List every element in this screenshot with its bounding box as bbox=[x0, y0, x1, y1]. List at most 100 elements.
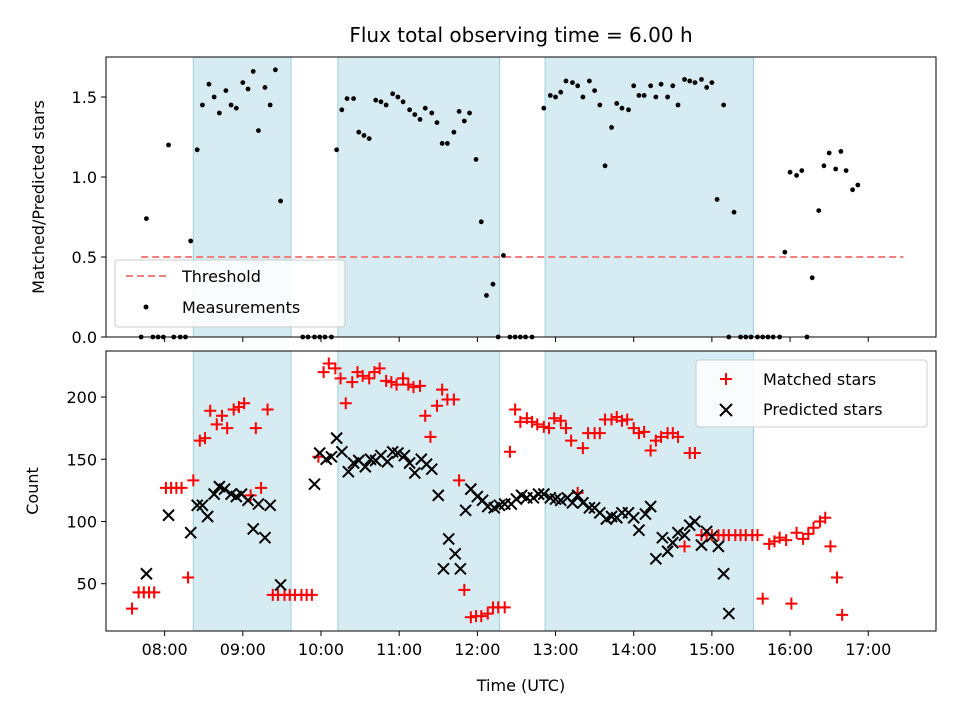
matched-star-point bbox=[458, 583, 471, 596]
matched-star-point bbox=[802, 527, 815, 540]
matched-star-point bbox=[430, 399, 443, 412]
measurement-point bbox=[826, 150, 832, 156]
matched-star-point bbox=[390, 378, 403, 391]
measurement-point bbox=[444, 141, 450, 146]
matched-star-point bbox=[373, 362, 386, 375]
top-legend: Threshold Measurements bbox=[114, 259, 346, 328]
measurement-point bbox=[553, 94, 558, 100]
predicted-star-point bbox=[576, 496, 590, 510]
measurement-point bbox=[383, 102, 389, 108]
matched-star-point bbox=[317, 366, 330, 379]
measurement-point bbox=[206, 81, 212, 87]
matched-star-point bbox=[407, 381, 420, 394]
predicted-star-point bbox=[201, 510, 214, 523]
matched-star-point bbox=[402, 378, 415, 391]
matched-star-point bbox=[531, 418, 544, 431]
matched-star-point bbox=[193, 434, 206, 447]
matched-star-point bbox=[182, 571, 195, 584]
matched-star-point bbox=[503, 445, 516, 458]
matched-star-point bbox=[199, 432, 212, 445]
matched-star-point bbox=[305, 588, 318, 601]
predicted-star-point bbox=[705, 530, 719, 543]
measurement-point bbox=[361, 133, 367, 138]
legend-measurements-label: Measurements bbox=[182, 298, 300, 317]
measurement-point bbox=[602, 163, 608, 169]
measurement-point bbox=[501, 253, 506, 258]
measurement-point bbox=[267, 102, 273, 108]
matched-star-point bbox=[464, 611, 477, 624]
measurement-point bbox=[339, 107, 345, 113]
measurement-point bbox=[714, 197, 720, 202]
matched-star-point bbox=[615, 414, 628, 427]
measurement-point bbox=[351, 96, 356, 101]
top-y-tick-label: 0.5 bbox=[72, 248, 97, 267]
matched-star-point bbox=[509, 403, 522, 416]
matched-star-point bbox=[380, 374, 393, 387]
measurement-point bbox=[850, 187, 856, 193]
predicted-star-point bbox=[391, 446, 405, 460]
measurement-point bbox=[407, 107, 412, 113]
measurement-point bbox=[256, 128, 261, 134]
matched-star-point bbox=[187, 474, 200, 487]
measurement-point bbox=[658, 81, 664, 87]
predicted-star-point bbox=[274, 578, 287, 592]
legend-predicted-swatch bbox=[719, 403, 733, 417]
x-tick-label: 14:00 bbox=[611, 640, 657, 659]
bottom-legend: Matched stars Predicted stars bbox=[695, 359, 928, 428]
matched-star-point bbox=[210, 418, 223, 431]
measurement-point bbox=[228, 102, 234, 108]
predicted-star-point bbox=[252, 497, 265, 511]
x-tick-label: 11:00 bbox=[376, 640, 422, 659]
predicted-star-point bbox=[459, 504, 472, 517]
measurement-point bbox=[619, 105, 625, 111]
predicted-star-point bbox=[688, 515, 702, 528]
predicted-star-point bbox=[191, 499, 204, 512]
matched-star-point bbox=[126, 602, 139, 615]
matched-star-point bbox=[559, 422, 572, 435]
measurement-point bbox=[547, 93, 553, 98]
matched-star-point bbox=[481, 607, 494, 620]
predicted-star-point bbox=[683, 519, 696, 532]
predicted-star-point bbox=[554, 494, 567, 507]
matched-star-point bbox=[543, 422, 556, 435]
matched-star-point bbox=[148, 586, 161, 599]
chart-title: Flux total observing time = 6.00 h bbox=[349, 23, 692, 47]
measurement-point bbox=[240, 80, 246, 85]
measurement-point bbox=[838, 149, 844, 154]
measurement-point bbox=[395, 94, 401, 100]
predicted-star-point bbox=[437, 562, 450, 575]
x-tick-label: 17:00 bbox=[845, 640, 891, 659]
bottom-legend-box bbox=[695, 359, 928, 428]
measurement-point bbox=[675, 102, 681, 108]
matched-star-point bbox=[322, 357, 335, 370]
predicted-star-point bbox=[325, 450, 338, 463]
x-tick-label: 13:00 bbox=[532, 640, 578, 659]
matched-star-point bbox=[605, 413, 618, 426]
measurement-point bbox=[731, 209, 737, 215]
measurement-point bbox=[787, 169, 793, 175]
matched-star-point bbox=[780, 534, 793, 547]
measurement-point bbox=[216, 110, 222, 116]
bottom-y-axis-label: Count bbox=[23, 467, 42, 515]
measurement-point bbox=[200, 102, 205, 108]
predicted-star-point bbox=[403, 456, 416, 470]
matched-star-point bbox=[638, 425, 651, 438]
measurement-point bbox=[597, 102, 603, 108]
measurement-point bbox=[653, 94, 659, 100]
measurement-point bbox=[223, 88, 229, 93]
predicted-star-point bbox=[627, 511, 640, 524]
predicted-star-point bbox=[196, 499, 209, 512]
legend-matched-swatch bbox=[720, 373, 732, 385]
top-legend-box bbox=[114, 259, 346, 328]
measurement-point bbox=[609, 125, 614, 130]
measurement-point bbox=[709, 80, 715, 85]
measurement-point bbox=[245, 86, 251, 92]
measurement-point bbox=[665, 94, 670, 100]
measurement-point bbox=[484, 293, 489, 298]
predicted-star-point bbox=[342, 465, 355, 478]
predicted-star-point bbox=[678, 528, 691, 542]
top-plot-frame bbox=[105, 56, 937, 338]
measurement-point bbox=[434, 120, 440, 125]
top-observing-span bbox=[544, 56, 755, 338]
